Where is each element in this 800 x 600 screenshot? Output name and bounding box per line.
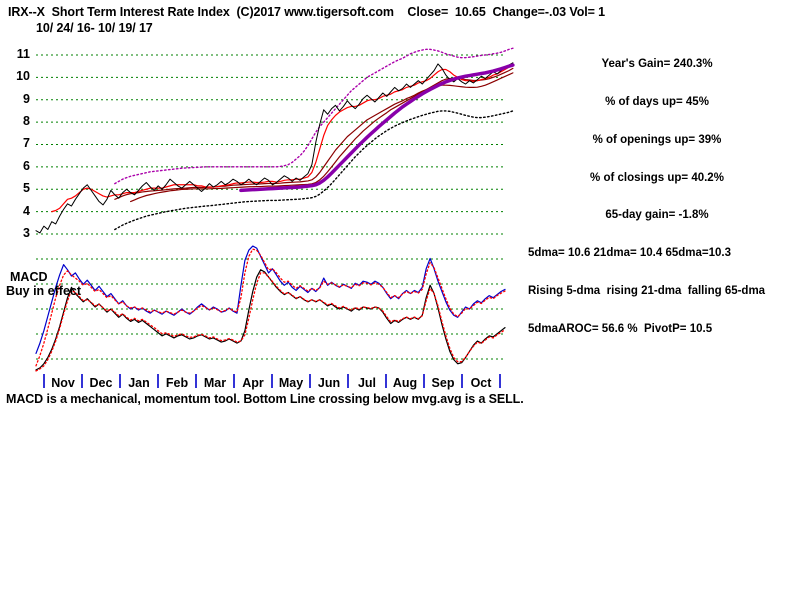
y-axis-tick-6: 6 bbox=[23, 158, 30, 173]
macd-panel-title: MACD bbox=[10, 270, 48, 284]
macd-series-macd-upper-dotted bbox=[35, 248, 506, 367]
month-label-aug: Aug bbox=[392, 376, 418, 390]
month-label-nov: Nov bbox=[51, 376, 75, 390]
macd-series-macd-lower-dotted bbox=[35, 272, 506, 372]
month-label-apr: Apr bbox=[242, 376, 264, 390]
y-axis-tick-5: 5 bbox=[23, 181, 30, 196]
gridlines bbox=[36, 54, 505, 360]
stat-pct-days-up: % of days up= 45% bbox=[605, 95, 709, 108]
y-axis-tick-11: 11 bbox=[16, 46, 30, 61]
month-label-jan: Jan bbox=[128, 376, 150, 390]
series-price-close bbox=[35, 62, 514, 234]
macd-series-macd-line bbox=[35, 245, 506, 355]
month-label-jul: Jul bbox=[357, 376, 377, 390]
price-plot-lines bbox=[35, 47, 515, 234]
month-label-sep: Sep bbox=[431, 376, 455, 390]
y-axis-tick-4: 4 bbox=[23, 203, 30, 218]
series-lower-band bbox=[114, 110, 514, 231]
macd-footer-note: MACD is a mechanical, momentum tool. Bot… bbox=[6, 392, 524, 406]
chart-date-range: 10/ 24/ 16- 10/ 19/ 17 bbox=[36, 21, 153, 35]
month-label-jun: Jun bbox=[317, 376, 341, 390]
stat-pct-closings-up: % of closings up= 40.2% bbox=[590, 171, 724, 184]
macd-plot-lines bbox=[35, 245, 506, 372]
series-5-day-moving-average bbox=[51, 64, 514, 213]
y-axis-tick-10: 10 bbox=[16, 69, 30, 84]
y-axis-tick-3: 3 bbox=[23, 226, 30, 240]
y-axis-tick-8: 8 bbox=[23, 114, 30, 129]
month-label-mar: Mar bbox=[203, 376, 227, 390]
month-label-dec: Dec bbox=[89, 376, 113, 390]
month-separator-ticks bbox=[43, 374, 501, 388]
month-label-feb: Feb bbox=[165, 376, 189, 390]
month-label-may: May bbox=[278, 376, 304, 390]
series-21-day-moving-average bbox=[114, 67, 514, 200]
macd-series-macd-signal-bottom-line bbox=[35, 269, 506, 371]
macd-status-text: Buy in effect bbox=[6, 284, 82, 298]
series-trend-line-purple bbox=[239, 63, 515, 193]
y-axis-tick-7: 7 bbox=[23, 136, 30, 151]
series-upper-band bbox=[114, 47, 514, 185]
stat-dma-trend: Rising 5-dma rising 21-dma falling 65-dm… bbox=[528, 284, 766, 297]
stat-dma-values: 5dma= 10.6 21dma= 10.4 65dma=10.3 bbox=[528, 247, 731, 260]
stat-years-gain: Year's Gain= 240.3% bbox=[601, 58, 713, 71]
y-axis-tick-9: 9 bbox=[23, 91, 30, 106]
statistics-panel: Year's Gain= 240.3% % of days up= 45% % … bbox=[528, 33, 800, 360]
stat-65day-gain: 65-day gain= -1.8% bbox=[605, 209, 709, 222]
stat-pct-openings-up: % of openings up= 39% bbox=[592, 133, 722, 146]
month-label-oct: Oct bbox=[470, 376, 492, 390]
stat-aroc-pivot: 5dmaAROC= 56.6 % PivotP= 10.5 bbox=[528, 322, 713, 335]
series-65-day-moving-average bbox=[129, 72, 514, 203]
chart-header-title: IRX--X Short Term Interest Rate Index (C… bbox=[8, 5, 606, 19]
